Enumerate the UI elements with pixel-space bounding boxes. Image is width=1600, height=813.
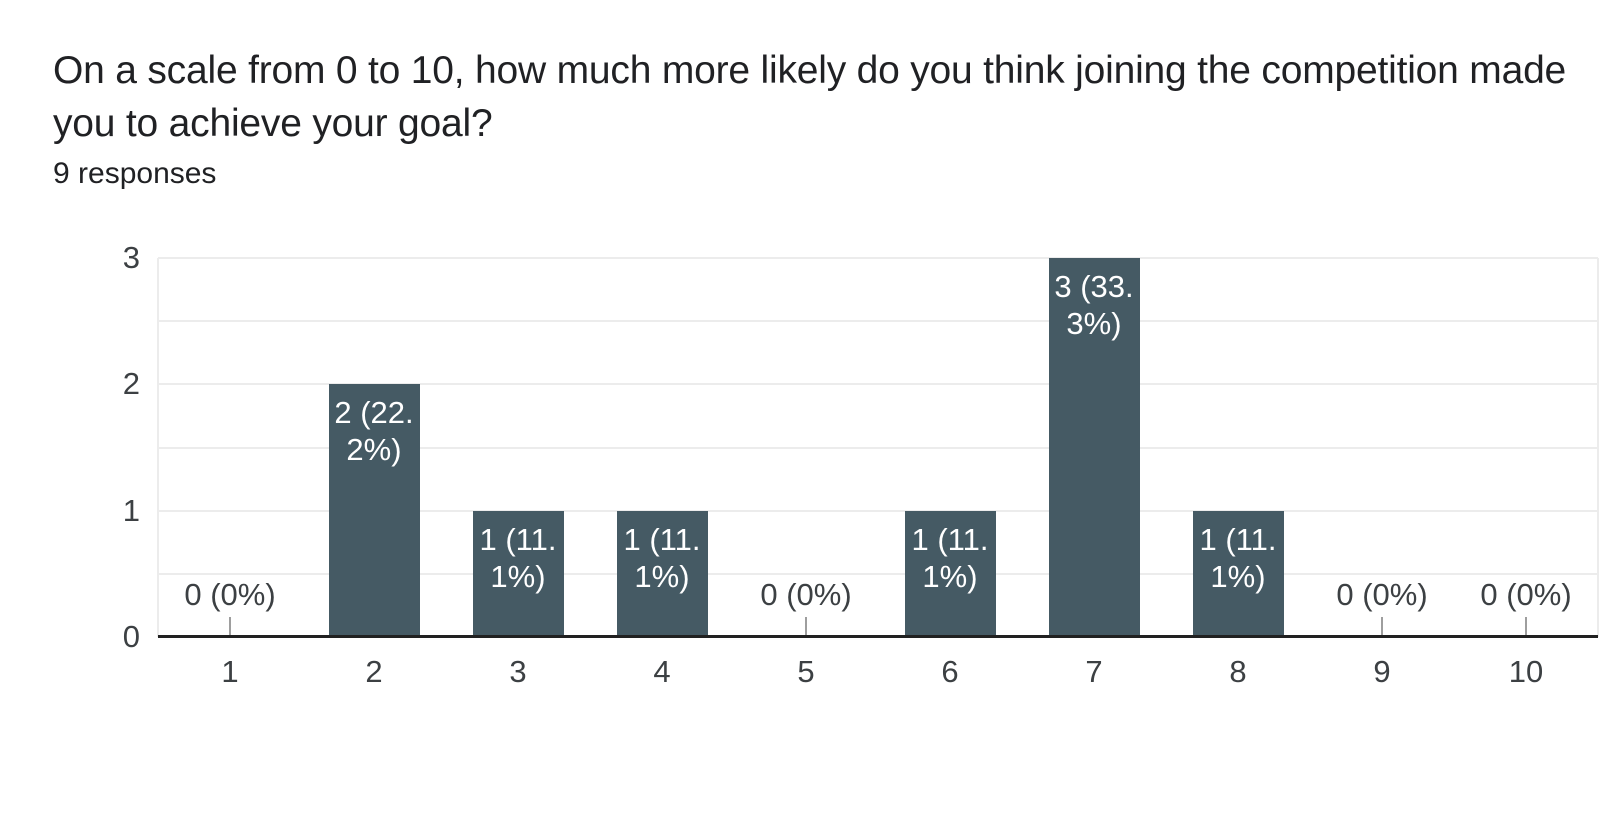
- zero-tick-line: [1525, 617, 1527, 635]
- gridline: [158, 320, 1598, 323]
- bar: 2 (22. 2%): [328, 384, 420, 637]
- bar-value-label: 1 (11. 1%): [1199, 521, 1277, 594]
- question-title: On a scale from 0 to 10, how much more l…: [53, 49, 1567, 145]
- x-tick-label: 2: [365, 654, 383, 689]
- x-tick-label: 1: [221, 654, 239, 689]
- y-tick-label: 2: [122, 366, 140, 402]
- x-tick-label: 8: [1229, 654, 1247, 689]
- gridline: [158, 509, 1598, 512]
- x-tick-label: 5: [797, 654, 815, 689]
- bar-value-label: 1 (11. 1%): [479, 521, 557, 594]
- response-count: 9 responses: [53, 157, 217, 190]
- x-tick-label: 7: [1085, 654, 1103, 689]
- gridline: [158, 383, 1598, 386]
- x-tick-label: 10: [1508, 654, 1544, 689]
- x-tick-label: 4: [653, 654, 671, 689]
- y-tick-label: 3: [122, 240, 140, 275]
- y-tick-label: 0: [122, 619, 140, 654]
- gridline: [158, 257, 1598, 259]
- bar: 1 (11. 1%): [472, 510, 564, 637]
- bar-value-label: 3 (33. 3%): [1054, 269, 1134, 341]
- bar: 1 (11. 1%): [904, 510, 996, 637]
- bar-value-label: 2 (22. 2%): [334, 395, 414, 468]
- bar-chart: 0 (0%) 2 (22. 2%) 1 (11. 1%) 1 (11. 1%) 0 (0%) 1…: [123, 240, 1599, 689]
- bar: 1 (11. 1%): [616, 510, 708, 637]
- x-tick-label: 9: [1373, 654, 1391, 689]
- gridline: [158, 572, 1598, 575]
- zero-value-label: 0 (0%): [1336, 577, 1428, 612]
- bar-value-label: 1 (11. 1%): [623, 521, 701, 594]
- zero-tick-line: [229, 617, 231, 635]
- bar-value-label: 1 (11. 1%): [911, 521, 989, 594]
- y-tick-label: 1: [122, 492, 140, 528]
- zero-value-label: 0 (0%): [184, 577, 276, 612]
- x-tick-label: 3: [509, 654, 527, 689]
- zero-value-label: 0 (0%): [760, 577, 852, 612]
- plot-right-border: [1597, 258, 1599, 637]
- gridline: [158, 446, 1598, 449]
- zero-tick-line: [1381, 617, 1383, 635]
- x-tick-label: 6: [941, 654, 959, 689]
- bar: 3 (33. 3%): [1048, 258, 1140, 637]
- zero-value-label: 0 (0%): [1480, 577, 1572, 612]
- plot-area: 0 (0%) 2 (22. 2%) 1 (11. 1%) 1 (11. 1%) 0 (0%) 1…: [157, 257, 1599, 638]
- zero-tick-line: [805, 617, 807, 635]
- x-axis-baseline: [158, 635, 1598, 638]
- bar: 1 (11. 1%): [1192, 510, 1284, 637]
